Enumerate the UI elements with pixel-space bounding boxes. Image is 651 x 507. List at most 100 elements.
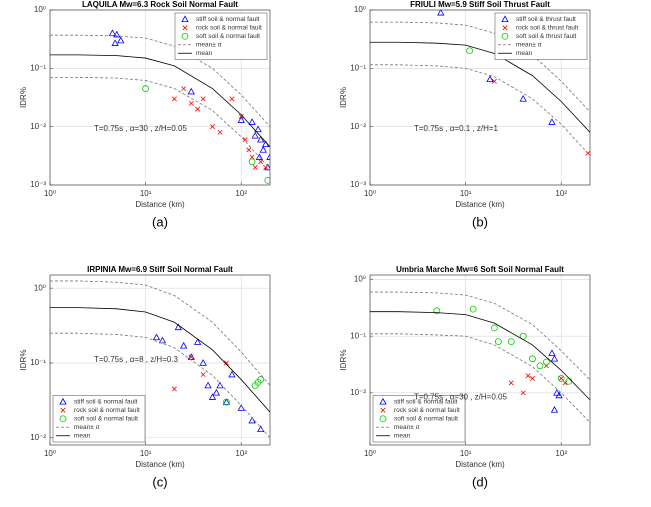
- legend-label: stiff soil & normal fault: [74, 398, 138, 405]
- marker-x: [558, 375, 564, 381]
- marker-x: [171, 386, 177, 392]
- panel: 10⁰ 10¹ 10² 10⁻³ 10⁻² 10⁻¹ 10⁰ stiff soil & nor…: [19, 0, 271, 229]
- marker-x: [209, 124, 215, 130]
- marker-circle: [529, 355, 536, 363]
- marker-x: [182, 25, 188, 31]
- x-tick-label: 10²: [555, 449, 567, 458]
- marker-triangle: [199, 359, 207, 366]
- marker-x: [217, 129, 223, 135]
- y-tick-label: 10⁻²: [30, 122, 46, 131]
- x-tick-label: 10⁰: [364, 189, 376, 198]
- chart-title: IRPINIA Mw=6.9 Stiff Soil Normal Fault: [87, 265, 233, 274]
- marker-triangle: [486, 75, 494, 83]
- marker-triangle: [59, 397, 67, 405]
- y-tick-label: 10⁻¹: [350, 331, 366, 340]
- x-axis-label: Distance (km): [135, 460, 185, 469]
- marker-triangle: [212, 388, 221, 396]
- y-tick-label: 10⁰: [34, 5, 46, 14]
- marker-triangle: [257, 135, 265, 143]
- marker-x: [200, 372, 206, 378]
- y-axis-label: IDR%: [339, 87, 348, 108]
- sigma-line: [370, 64, 590, 156]
- marker-x: [246, 147, 252, 153]
- x-axis-label: Distance (km): [455, 460, 505, 469]
- legend-label: stiff soil & normal fault: [196, 16, 260, 23]
- sigma-line: [50, 332, 270, 439]
- marker-triangle: [548, 118, 556, 125]
- plot-frame: [49, 9, 271, 186]
- marker-circle: [507, 338, 515, 346]
- legend-box: [494, 12, 588, 60]
- marker-x: [188, 100, 194, 106]
- marker-triangle: [179, 341, 188, 349]
- caption: (b): [472, 214, 488, 229]
- marker-x: [181, 86, 187, 92]
- marker-x: [223, 360, 229, 366]
- y-tick-label: 10⁰: [354, 5, 366, 14]
- marker-triangle: [152, 333, 161, 341]
- marker-circle: [490, 324, 498, 332]
- marker-triangle: [266, 153, 270, 160]
- chart-title: Umbria Marche Mw=6 Soft Soil Normal Faul…: [396, 265, 564, 274]
- marker-triangle: [379, 397, 387, 405]
- caption: (a): [152, 214, 168, 229]
- legend-label: mean: [516, 50, 533, 57]
- x-tick-label: 10¹: [460, 449, 472, 458]
- marker-triangle: [187, 353, 195, 360]
- y-tick-label: 10⁻¹: [350, 63, 366, 72]
- sigma-line: [50, 280, 270, 386]
- marker-triangle: [208, 393, 217, 400]
- marker-triangle: [158, 336, 167, 344]
- caption: (d): [472, 474, 488, 489]
- legend-label: rock soil & normal fault: [196, 24, 262, 31]
- plot-content: [50, 29, 270, 184]
- legend-label: mean± σ: [516, 41, 542, 48]
- legend-label: rock soil & normal fault: [74, 407, 140, 414]
- marker-triangle: [228, 370, 236, 378]
- legend: stiff soil & normal fault rock soil & nor…: [372, 395, 466, 443]
- legend-box: [174, 12, 268, 60]
- plot-frame: [369, 274, 591, 446]
- y-axis-label: IDR%: [339, 350, 348, 371]
- caption: (c): [152, 474, 167, 489]
- marker-circle: [536, 362, 544, 370]
- marker-triangle: [174, 323, 183, 331]
- legend-label: mean: [74, 432, 91, 439]
- marker-x: [249, 154, 255, 160]
- mean-line: [370, 311, 590, 401]
- legend-box: [52, 395, 146, 443]
- marker-triangle: [248, 416, 256, 424]
- sigma-line: [370, 291, 590, 381]
- marker-triangle: [255, 153, 264, 160]
- x-tick-label: 10⁰: [44, 189, 56, 198]
- marker-triangle: [251, 131, 259, 139]
- marker-x: [252, 164, 258, 170]
- marker-x: [380, 407, 386, 413]
- marker-triangle: [548, 349, 556, 357]
- marker-circle: [379, 415, 387, 423]
- y-tick-label: 10⁰: [34, 283, 46, 292]
- y-tick-label: 10⁻²: [30, 433, 46, 442]
- y-tick-label: 10⁰: [354, 275, 366, 284]
- marker-triangle: [237, 116, 245, 123]
- marker-circle: [181, 32, 189, 40]
- marker-circle: [223, 398, 230, 406]
- marker-triangle: [259, 146, 267, 153]
- marker-x: [229, 96, 235, 102]
- x-tick-label: 10¹: [460, 189, 472, 198]
- plot-content: [50, 280, 270, 439]
- marker-x: [171, 96, 177, 102]
- x-tick-label: 10¹: [140, 449, 152, 458]
- legend-label: stiff soil & normal fault: [394, 398, 458, 405]
- marker-circle: [494, 338, 502, 346]
- plot-frame: [369, 9, 591, 186]
- sigma-line: [50, 76, 270, 170]
- plot-content: [370, 10, 590, 156]
- marker-circle: [469, 305, 477, 313]
- x-axis-label: Distance (km): [455, 200, 505, 209]
- marker-triangle: [550, 406, 559, 413]
- legend-label: soft soil & normal fault: [74, 415, 138, 422]
- marker-circle: [248, 158, 256, 166]
- sigma-line: [50, 34, 270, 127]
